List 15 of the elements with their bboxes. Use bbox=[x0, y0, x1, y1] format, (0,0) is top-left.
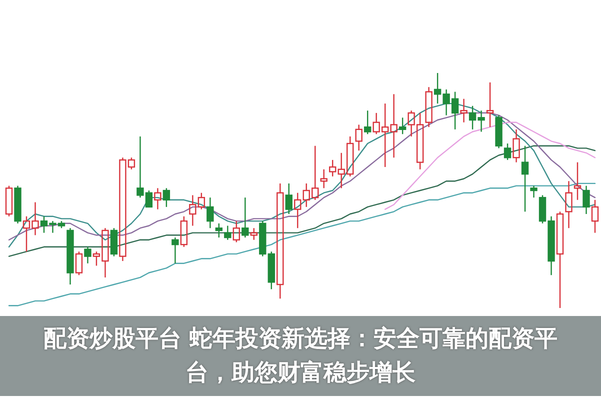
candlestick bbox=[574, 162, 582, 200]
candlestick bbox=[565, 180, 572, 229]
candlestick bbox=[582, 185, 590, 215]
candlestick bbox=[224, 225, 232, 240]
candlestick bbox=[512, 128, 520, 163]
candlestick bbox=[154, 188, 162, 210]
candlestick bbox=[460, 98, 468, 123]
candlestick bbox=[66, 228, 74, 286]
candlestick bbox=[425, 86, 432, 128]
candlestick bbox=[206, 196, 214, 229]
candlestick bbox=[172, 236, 179, 264]
candlestick bbox=[486, 82, 494, 128]
text: 配资炒股平台 蛇年投资新选择：安全可靠的配资平台，助您财富稳步增长 bbox=[42, 325, 558, 388]
candlestick bbox=[521, 145, 529, 212]
candlestick bbox=[276, 182, 284, 300]
